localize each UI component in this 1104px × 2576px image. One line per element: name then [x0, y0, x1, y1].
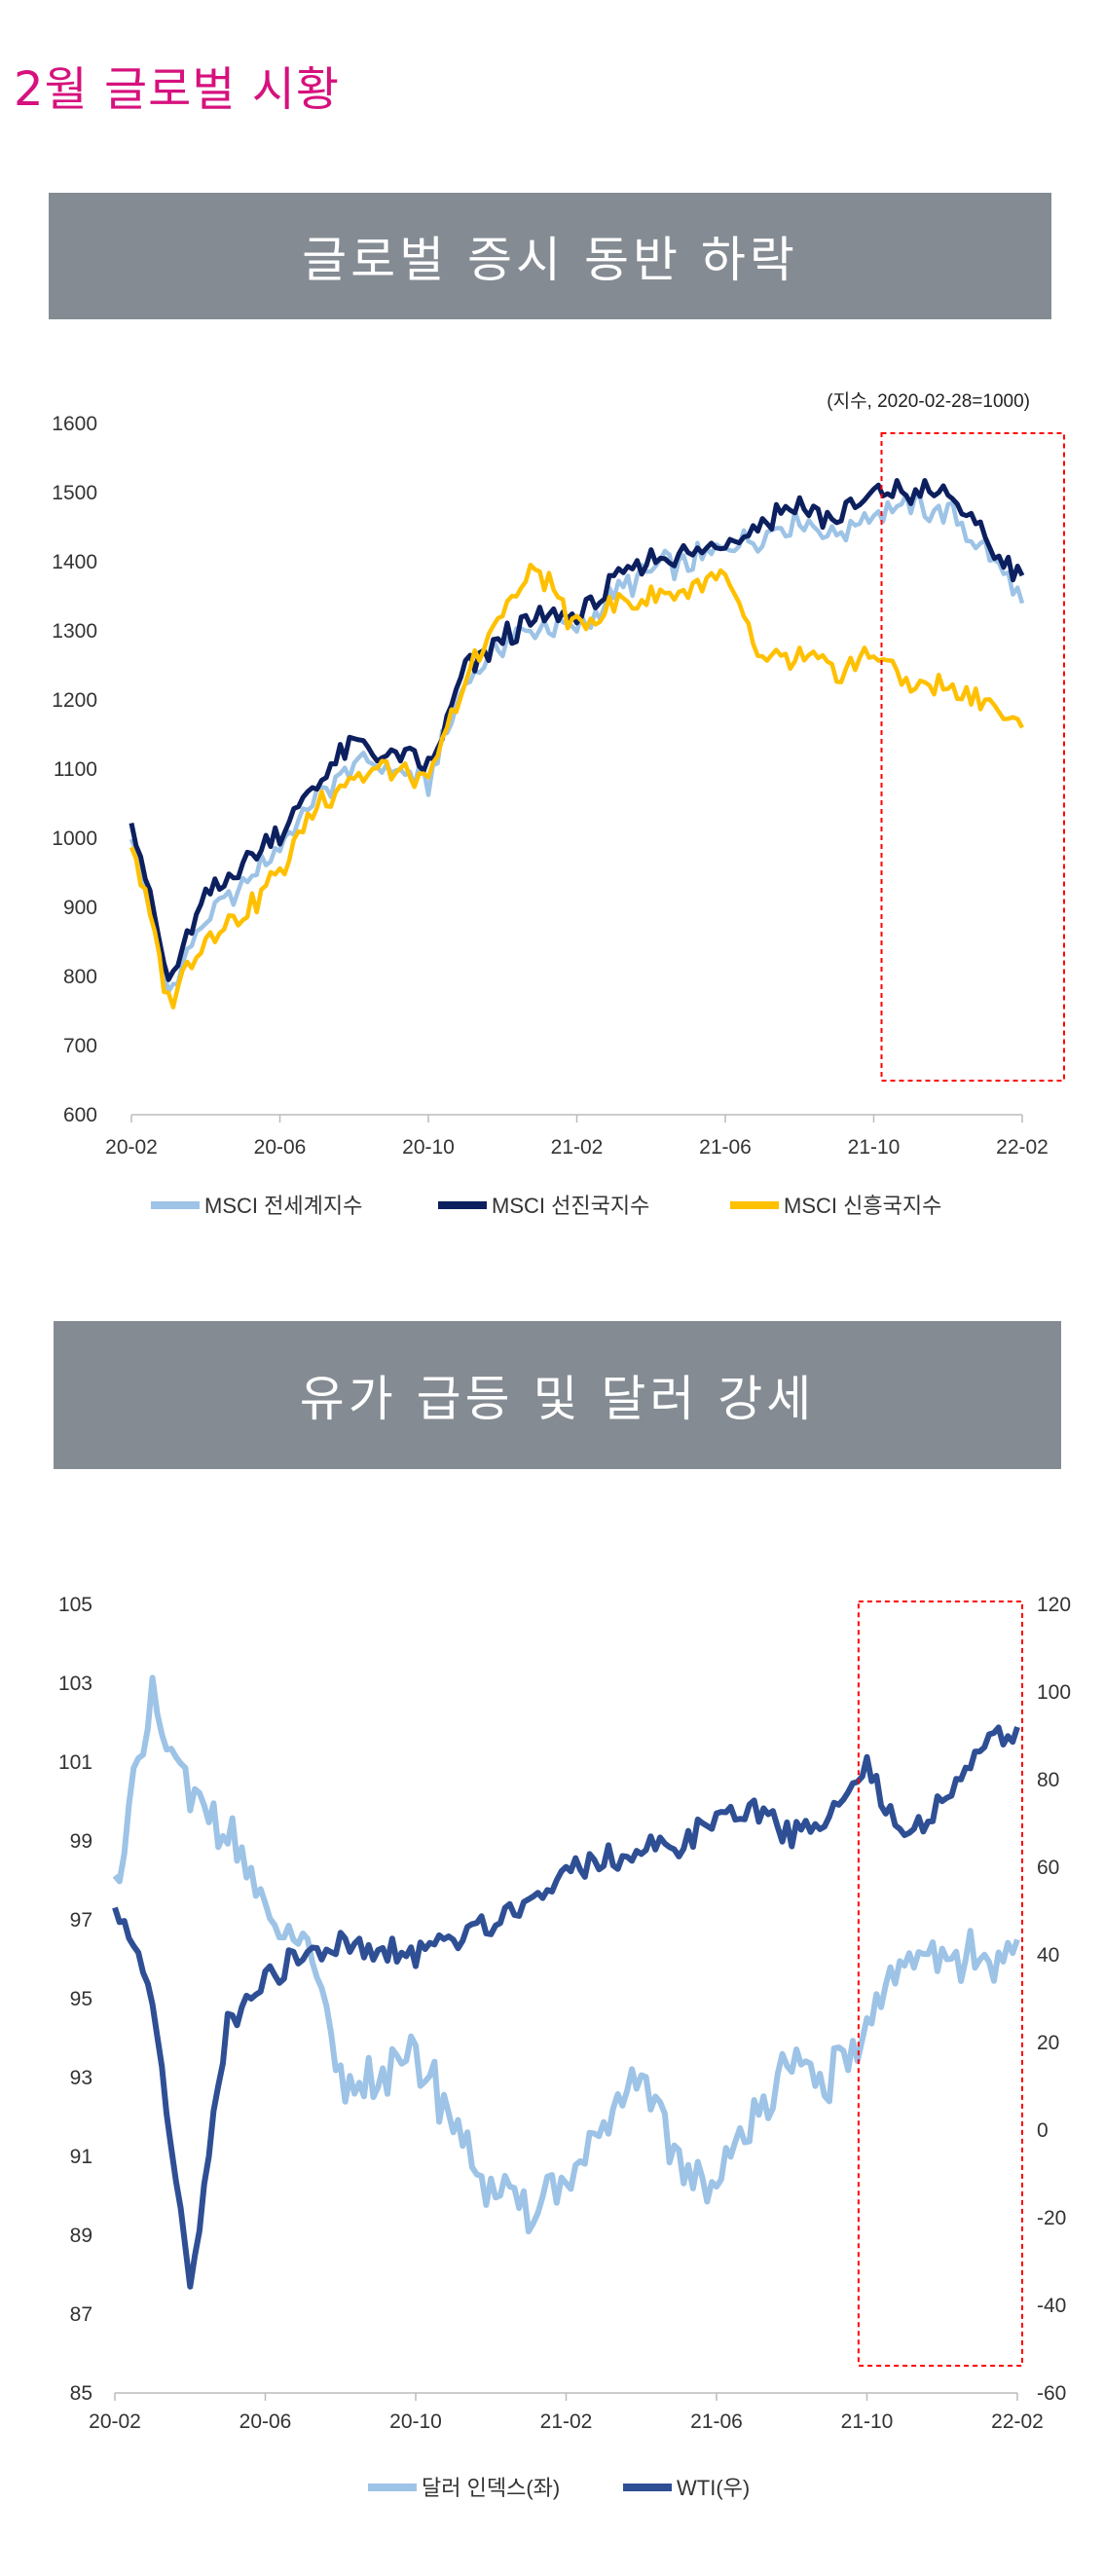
x-tick-label: 20-02: [105, 1136, 158, 1159]
legend-label: MSCI 신흥국지수: [784, 1194, 941, 1218]
x-tick-label: 21-10: [848, 1136, 901, 1159]
left-y-tick-label: 99: [70, 1830, 92, 1853]
right-y-tick-label: 80: [1037, 1769, 1059, 1791]
y-tick-label: 1400: [52, 551, 97, 573]
right-y-tick-label: 120: [1037, 1594, 1071, 1616]
y-tick-label: 900: [63, 897, 97, 919]
series-line-dollar-index: [112, 1674, 1020, 2235]
x-tick-label: 22-02: [996, 1136, 1049, 1159]
y-tick-label: 1500: [52, 482, 97, 504]
left-y-tick-label: 87: [70, 2303, 92, 2326]
left-y-tick-label: 97: [70, 1909, 92, 1932]
right-y-tick-label: -60: [1037, 2382, 1066, 2405]
series-line-wti: [112, 1724, 1020, 2290]
series-line-1: [129, 492, 1025, 994]
x-tick-label: 20-02: [89, 2410, 141, 2433]
right-y-tick-label: 0: [1037, 2119, 1049, 2142]
plot-area: [112, 1674, 1020, 2290]
y-tick-label: 1000: [52, 828, 97, 850]
legend-label: WTI(우): [677, 2476, 750, 2500]
legend-label: 달러 인덱스(좌): [422, 2476, 560, 2500]
x-tick-label: 21-02: [551, 1136, 604, 1159]
legend: 달러 인덱스(좌) WTI(우): [368, 2476, 750, 2500]
y-tick-label: 1300: [52, 620, 97, 643]
left-y-tick-label: 93: [70, 2067, 92, 2089]
x-tick-label: 21-02: [540, 2410, 593, 2433]
right-y-tick-label: -40: [1037, 2295, 1066, 2317]
section-banner-global-stocks: 글로벌 증시 동반 하락: [49, 193, 1051, 319]
left-y-tick-label: 101: [58, 1751, 92, 1774]
left-y-tick-label: 105: [58, 1594, 92, 1616]
y-tick-label: 600: [63, 1104, 97, 1126]
right-y-tick-label: 40: [1037, 1944, 1059, 1967]
x-axis: 20-02 20-06 20-10 21-02 21-06 21-10 22-02: [89, 2392, 1044, 2433]
y-tick-label: 1600: [52, 413, 97, 435]
x-tick-label: 20-10: [389, 2410, 442, 2433]
plot-area: [129, 478, 1025, 1010]
y-tick-label: 700: [63, 1035, 97, 1057]
legend-label: MSCI 선진국지수: [492, 1194, 649, 1218]
y-tick-label: 800: [63, 966, 97, 988]
right-y-tick-label: 60: [1037, 1857, 1059, 1879]
right-y-axis: -60 -40 -20 0 20 40 60 80 100 120: [1037, 1594, 1071, 2405]
x-tick-label: 20-06: [254, 1136, 307, 1159]
page-title: 2월 글로벌 시황: [14, 62, 341, 117]
x-tick-label: 20-10: [402, 1136, 455, 1159]
y-tick-label: 1200: [52, 689, 97, 712]
legend: MSCI 전세계지수 MSCI 선진국지수 MSCI 신흥국지수: [151, 1194, 941, 1218]
section-banner-oil-dollar: 유가 급등 및 달러 강세: [54, 1321, 1061, 1469]
legend-label: MSCI 전세계지수: [204, 1194, 362, 1218]
y-tick-label: 1100: [54, 758, 97, 781]
series-line-3: [129, 562, 1024, 1010]
left-y-axis: 85 87 89 91 93 95 97 99 101 103 105: [58, 1594, 92, 2405]
x-tick-label: 21-10: [841, 2410, 894, 2433]
x-tick-label: 21-06: [699, 1136, 752, 1159]
left-y-tick-label: 103: [58, 1673, 92, 1695]
x-tick-label: 22-02: [991, 2410, 1044, 2433]
left-y-tick-label: 89: [70, 2225, 92, 2247]
left-y-tick-label: 91: [70, 2146, 92, 2168]
oil-dollar-chart: 85 87 89 91 93 95 97 99 101 103 105 -60 -40 -20 0 20 40…: [58, 1594, 1071, 2500]
chart-note: (지수, 2020-02-28=1000): [827, 390, 1030, 412]
x-axis: 20-02 20-06 20-10 21-02 21-06 21-10 22-02: [105, 1114, 1049, 1159]
global-stocks-chart: (지수, 2020-02-28=1000) 600 700 800 900 1000 11…: [52, 390, 1065, 1218]
left-y-tick-label: 85: [70, 2382, 92, 2405]
left-y-tick-label: 95: [70, 1988, 92, 2010]
series-line-2: [129, 478, 1025, 982]
x-tick-label: 20-06: [239, 2410, 292, 2433]
right-y-tick-label: 20: [1037, 2032, 1059, 2054]
y-axis: 600 700 800 900 1000 1100 1200 1300 1400 1500 1600: [52, 413, 97, 1126]
right-y-tick-label: 100: [1037, 1681, 1071, 1704]
highlight-box: [880, 432, 1065, 1082]
highlight-box: [857, 1601, 1023, 2367]
x-tick-label: 21-06: [690, 2410, 743, 2433]
right-y-tick-label: -20: [1037, 2207, 1066, 2229]
